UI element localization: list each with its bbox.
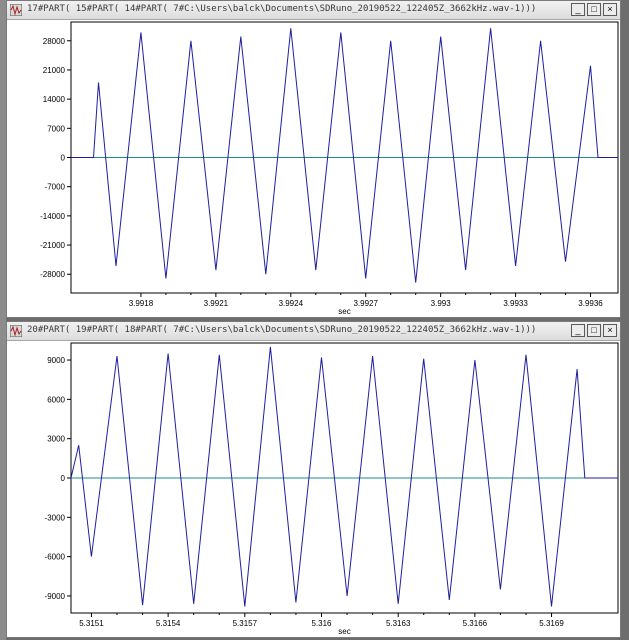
window-title: 17#PART( 15#PART( 14#PART( 7#C:\Users\ba… [27, 4, 537, 14]
x-tick-label: 5.3154 [156, 619, 181, 628]
x-tick-label: 5.3169 [539, 619, 564, 628]
y-tick-label: 6000 [47, 395, 65, 404]
x-tick-label: 3.993 [431, 299, 452, 308]
waveform-chart-2[interactable]: 9000 6000 3000 0 -3000 -6000 -9000 5.3151 5.3154… [7, 341, 620, 637]
x-tick-label: 3.9921 [204, 299, 229, 308]
y-tick-label: 7000 [47, 124, 65, 133]
waveform-app-icon [10, 4, 22, 16]
y-tick-label: 14000 [43, 95, 66, 104]
waveform-app-icon [10, 325, 22, 337]
x-tick-label: 3.9918 [129, 299, 154, 308]
plot-window-1[interactable]: 17#PART( 15#PART( 14#PART( 7#C:\Users\ba… [6, 0, 621, 318]
x-tick-label: 3.9924 [279, 299, 304, 308]
y-tick-label: 0 [61, 474, 66, 483]
y-tick-label: -3000 [45, 513, 66, 522]
x-tick-label: 5.3166 [463, 619, 488, 628]
y-tick-label: -9000 [45, 592, 66, 601]
x-tick-label: 3.9936 [578, 299, 603, 308]
x-tick-label: 3.9927 [353, 299, 378, 308]
y-tick-label: 9000 [47, 356, 65, 365]
close-button[interactable]: × [603, 324, 617, 337]
x-axis-label: sec [338, 627, 350, 636]
x-tick-label: 5.3157 [233, 619, 258, 628]
y-tick-label: 28000 [43, 37, 66, 46]
maximize-button[interactable]: □ [587, 3, 601, 16]
x-tick-label: 5.316 [311, 619, 332, 628]
x-axis-label: sec [338, 307, 350, 316]
waveform-chart-1[interactable]: 28000 21000 14000 7000 0 -7000 -14000 -21000 -28… [7, 20, 620, 317]
x-tick-label: 5.3163 [386, 619, 411, 628]
y-tick-label: -28000 [40, 270, 65, 279]
x-tick-label: 5.3151 [79, 619, 104, 628]
minimize-button[interactable]: _ [571, 324, 585, 337]
maximize-button[interactable]: □ [587, 324, 601, 337]
close-button[interactable]: × [603, 3, 617, 16]
x-tick-label: 3.9933 [503, 299, 528, 308]
minimize-button[interactable]: _ [571, 3, 585, 16]
y-tick-label: 3000 [47, 435, 65, 444]
y-tick-label: -21000 [40, 241, 65, 250]
y-tick-label: -6000 [45, 553, 66, 562]
signal-series [70, 346, 618, 607]
background-edge [0, 0, 6, 640]
title-bar[interactable]: 20#PART( 19#PART( 18#PART( 7#C:\Users\ba… [7, 322, 620, 341]
title-bar[interactable]: 17#PART( 15#PART( 14#PART( 7#C:\Users\ba… [7, 1, 620, 20]
y-tick-label: -7000 [45, 183, 66, 192]
window-title: 20#PART( 19#PART( 18#PART( 7#C:\Users\ba… [27, 325, 537, 335]
plot-window-2[interactable]: 20#PART( 19#PART( 18#PART( 7#C:\Users\ba… [6, 321, 621, 638]
y-tick-label: 0 [61, 154, 66, 163]
signal-series [71, 28, 618, 283]
y-tick-label: 21000 [43, 66, 66, 75]
y-tick-label: -14000 [40, 212, 65, 221]
